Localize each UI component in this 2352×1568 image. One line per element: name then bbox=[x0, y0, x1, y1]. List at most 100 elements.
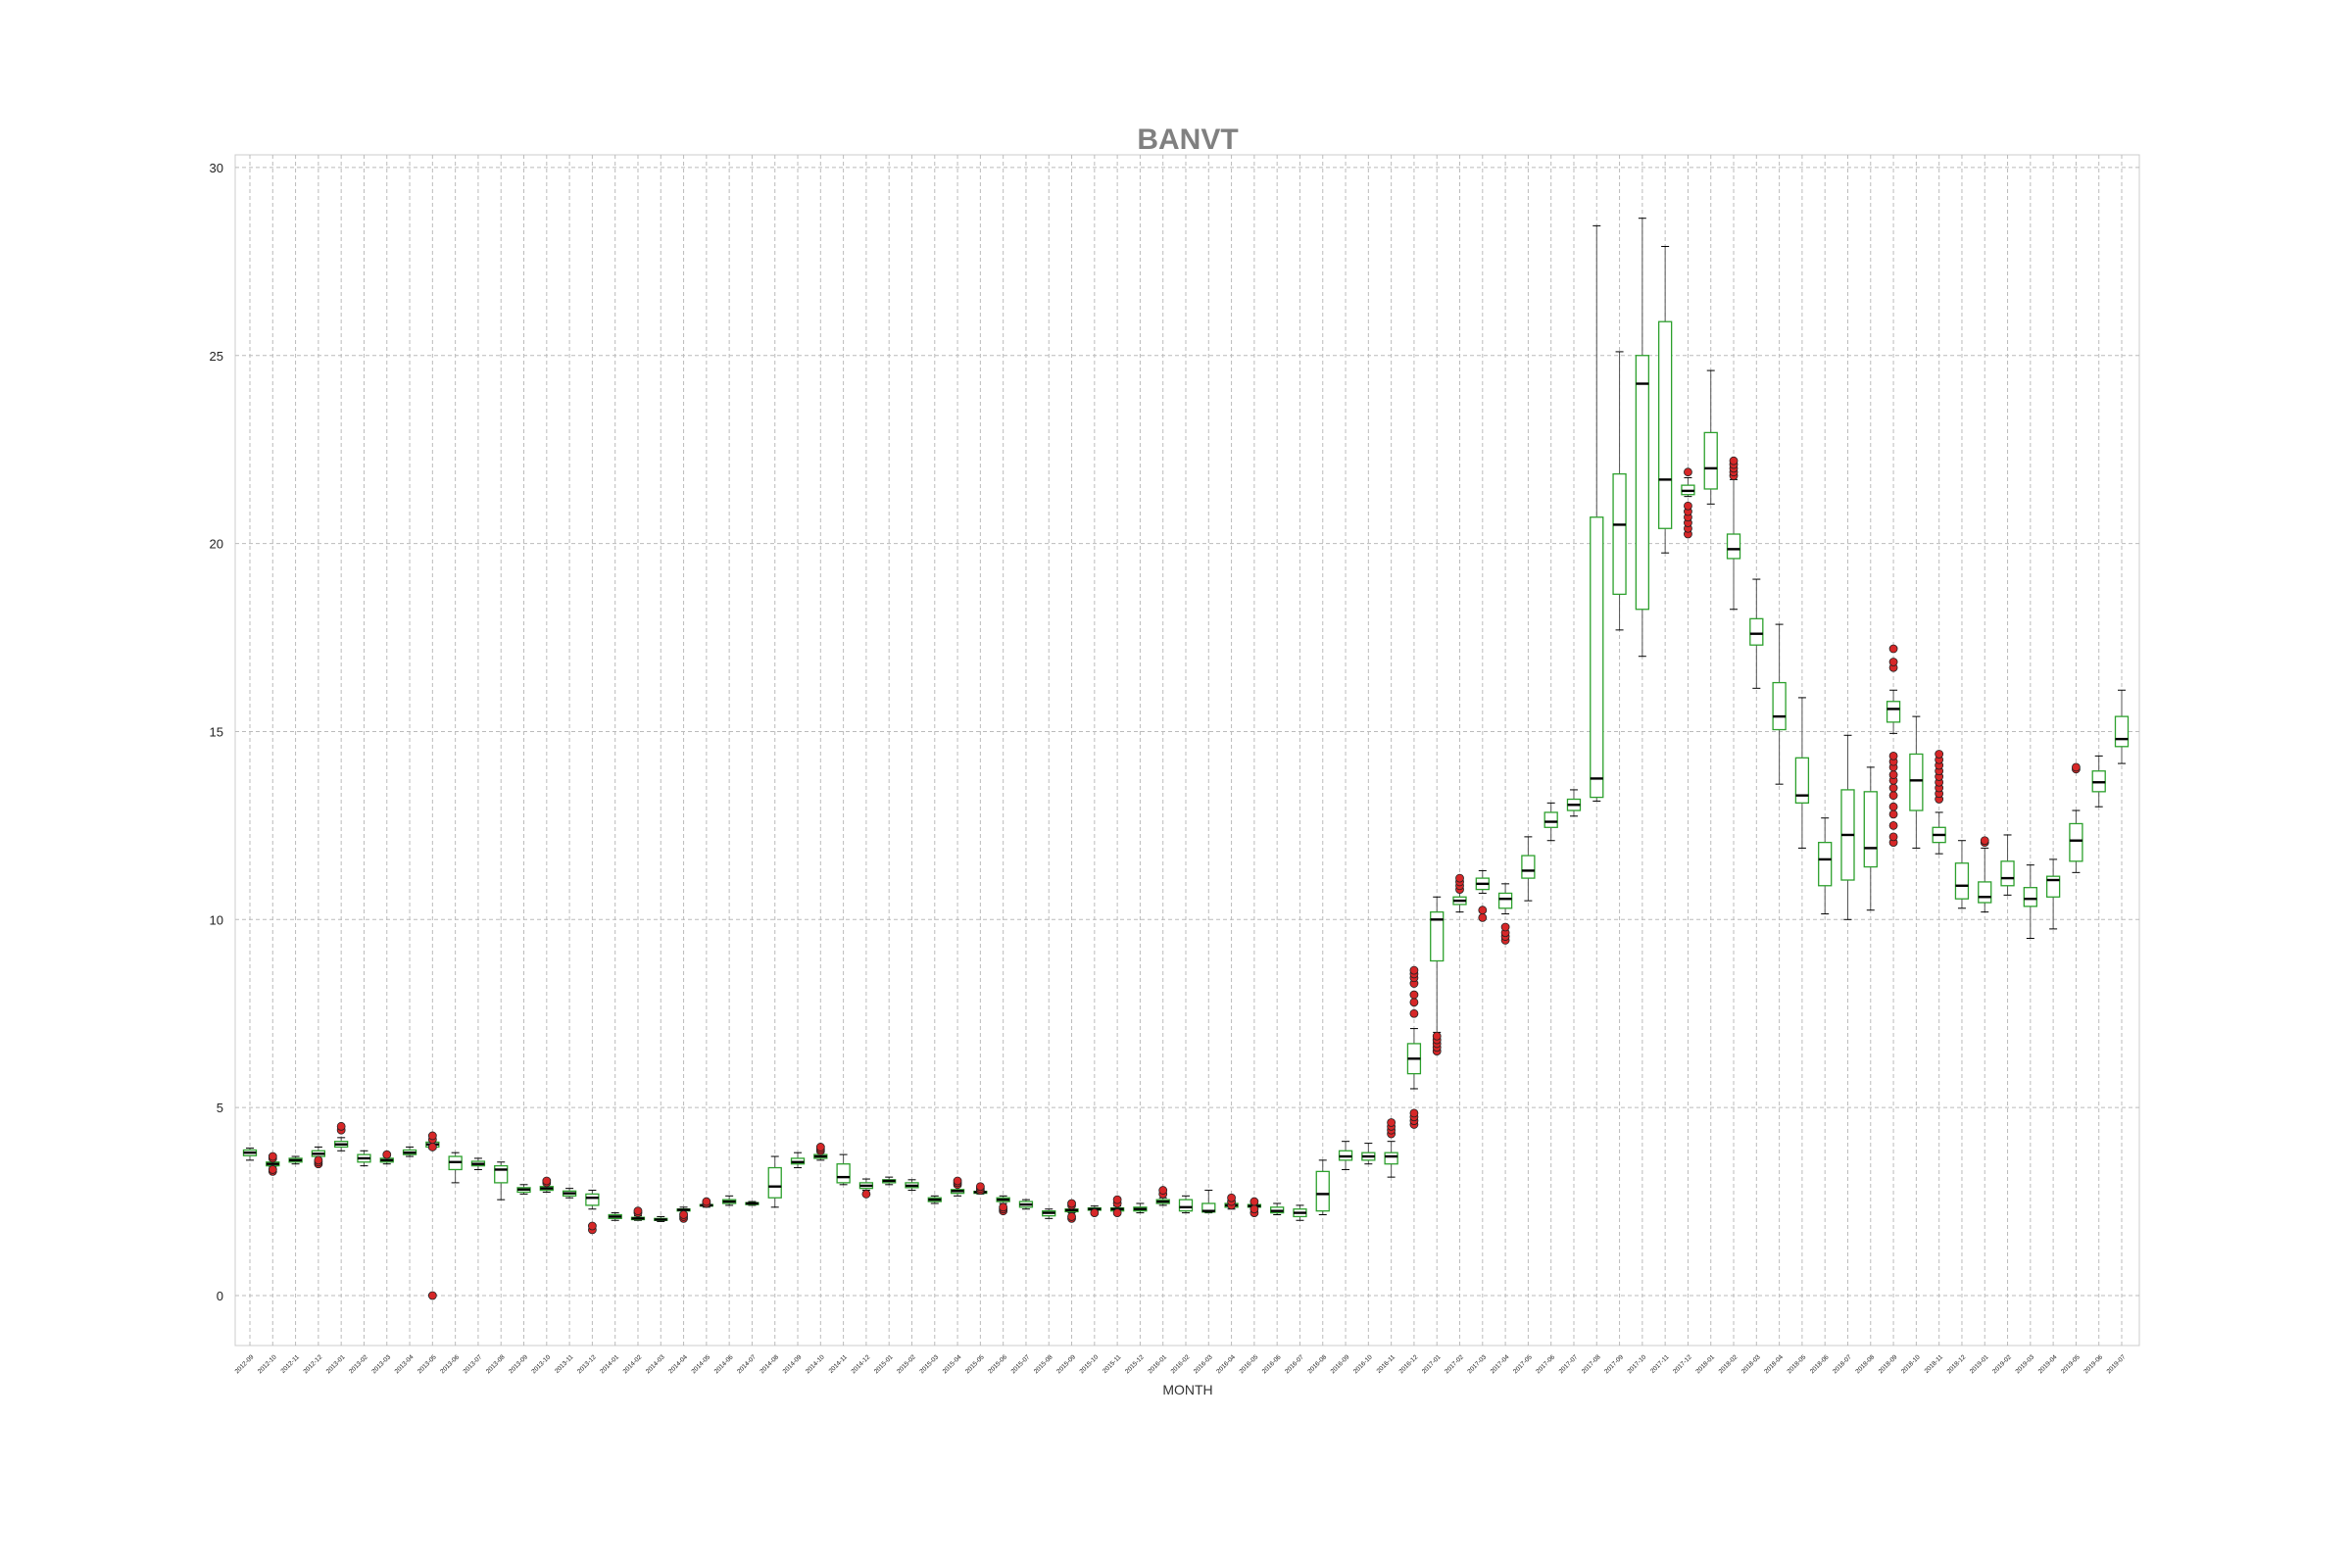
box bbox=[1863, 791, 1878, 868]
box bbox=[1726, 533, 1741, 560]
box bbox=[2023, 887, 2037, 907]
x-tick-label: 2013-12 bbox=[576, 1353, 598, 1375]
box-plot bbox=[699, 1197, 714, 1208]
x-tick-label: 2019-06 bbox=[2082, 1353, 2104, 1375]
x-tick-label: 2016-12 bbox=[1398, 1353, 1420, 1375]
box bbox=[494, 1164, 509, 1184]
outlier-point bbox=[1409, 1108, 1419, 1118]
outlier-point bbox=[336, 1121, 346, 1131]
outlier-point bbox=[702, 1197, 711, 1206]
box-plot bbox=[516, 1184, 531, 1195]
y-axis: 0 5 10 15 20 25 30 bbox=[210, 161, 223, 1303]
x-tick-label: 2017-12 bbox=[1672, 1353, 1693, 1375]
outlier-point bbox=[382, 1150, 392, 1159]
box bbox=[1886, 701, 1901, 723]
x-tick-label: 2014-03 bbox=[645, 1353, 666, 1375]
outlier-point bbox=[1112, 1208, 1122, 1217]
box-plot bbox=[1042, 1208, 1056, 1219]
outlier-point bbox=[1455, 873, 1464, 883]
outlier-point bbox=[1684, 467, 1692, 477]
x-tick-label: 2016-08 bbox=[1306, 1353, 1328, 1375]
x-tick-label: 2018-11 bbox=[1924, 1353, 1945, 1375]
outlier-point bbox=[1090, 1208, 1100, 1217]
box-plot bbox=[1932, 750, 1946, 855]
box-plot bbox=[882, 1176, 897, 1186]
x-tick-label: 2018-06 bbox=[1809, 1353, 1831, 1375]
box-plot bbox=[1909, 715, 1924, 849]
plot-area bbox=[234, 154, 2140, 1347]
box-plot bbox=[1201, 1190, 1216, 1214]
box-plot bbox=[1840, 734, 1855, 920]
box bbox=[1749, 617, 1764, 646]
x-tick-label: 2015-10 bbox=[1078, 1353, 1100, 1375]
box-plot bbox=[1133, 1202, 1148, 1214]
outlier-point bbox=[1888, 791, 1898, 801]
x-tick-label: 2018-07 bbox=[1832, 1353, 1853, 1375]
x-tick-label: 2014-08 bbox=[759, 1353, 780, 1375]
box bbox=[1954, 862, 1970, 900]
outlier-point bbox=[1478, 912, 1488, 922]
box-plot bbox=[2091, 755, 2106, 808]
x-tick-label: 2018-02 bbox=[1718, 1353, 1740, 1375]
box bbox=[836, 1163, 851, 1184]
x-tick-label: 2018-03 bbox=[1740, 1353, 1762, 1375]
box-plot bbox=[996, 1195, 1010, 1216]
x-tick-label: 2014-12 bbox=[850, 1353, 871, 1375]
outlier-point bbox=[314, 1155, 323, 1165]
x-tick-label: 2016-11 bbox=[1376, 1353, 1397, 1375]
box-plot bbox=[767, 1155, 782, 1208]
outlier-point bbox=[1888, 783, 1898, 793]
chart-title: BANVT bbox=[1137, 123, 1238, 156]
box-plot bbox=[721, 1195, 737, 1206]
box bbox=[1978, 881, 1992, 904]
x-tick-label: 2012-12 bbox=[302, 1353, 323, 1375]
x-tick-label: 2015-11 bbox=[1102, 1353, 1123, 1375]
outlier-point bbox=[1409, 965, 1419, 975]
box-plot bbox=[585, 1190, 600, 1235]
box-plot bbox=[334, 1121, 349, 1152]
x-tick-label: 2013-02 bbox=[348, 1353, 369, 1375]
box bbox=[1590, 516, 1604, 799]
x-tick-label: 2015-02 bbox=[896, 1353, 917, 1375]
x-tick-label: 2013-01 bbox=[325, 1353, 347, 1375]
box-plot bbox=[2069, 762, 2083, 873]
box bbox=[1772, 681, 1787, 731]
box-plot bbox=[1270, 1202, 1285, 1216]
outlier-point bbox=[587, 1221, 597, 1231]
box bbox=[1430, 910, 1445, 962]
box-plot bbox=[676, 1206, 691, 1223]
outlier-point bbox=[1888, 644, 1898, 654]
outlier-point bbox=[1250, 1197, 1259, 1206]
box-plot bbox=[1749, 578, 1764, 689]
outlier-point bbox=[953, 1176, 962, 1186]
x-tick-label: 2017-08 bbox=[1581, 1353, 1602, 1375]
box-plot bbox=[266, 1152, 280, 1176]
outlier-point bbox=[1250, 1204, 1259, 1214]
box-plot bbox=[1497, 883, 1513, 945]
box-plot bbox=[1886, 644, 1901, 848]
x-tick-label: 2017-10 bbox=[1626, 1353, 1647, 1375]
outlier-point bbox=[999, 1202, 1008, 1212]
outlier-point bbox=[1980, 836, 1989, 846]
box-plot bbox=[2045, 858, 2061, 930]
x-tick-label: 2017-09 bbox=[1603, 1353, 1625, 1375]
box-plot bbox=[1247, 1197, 1262, 1217]
x-tick-label: 2015-03 bbox=[918, 1353, 940, 1375]
box-plot bbox=[2023, 864, 2037, 939]
outlier-point bbox=[679, 1210, 688, 1219]
box-plot bbox=[470, 1157, 486, 1170]
box bbox=[1818, 841, 1833, 887]
box-plot bbox=[745, 1200, 760, 1206]
box-plot bbox=[1452, 873, 1467, 913]
box-plot bbox=[1406, 965, 1422, 1129]
box-plot bbox=[630, 1206, 646, 1221]
x-tick-label: 2018-08 bbox=[1854, 1353, 1876, 1375]
x-axis: 2012-09 2012-10 2012-11 2012-12 2013-01 2013-… bbox=[234, 1353, 2128, 1375]
box-plot bbox=[1224, 1193, 1239, 1210]
box bbox=[585, 1193, 600, 1206]
box-plot bbox=[654, 1215, 668, 1222]
outlier-point bbox=[1227, 1193, 1236, 1202]
x-tick-label: 2016-02 bbox=[1170, 1353, 1192, 1375]
x-tick-label: 2018-04 bbox=[1763, 1353, 1785, 1375]
outlier-point bbox=[1729, 456, 1739, 466]
